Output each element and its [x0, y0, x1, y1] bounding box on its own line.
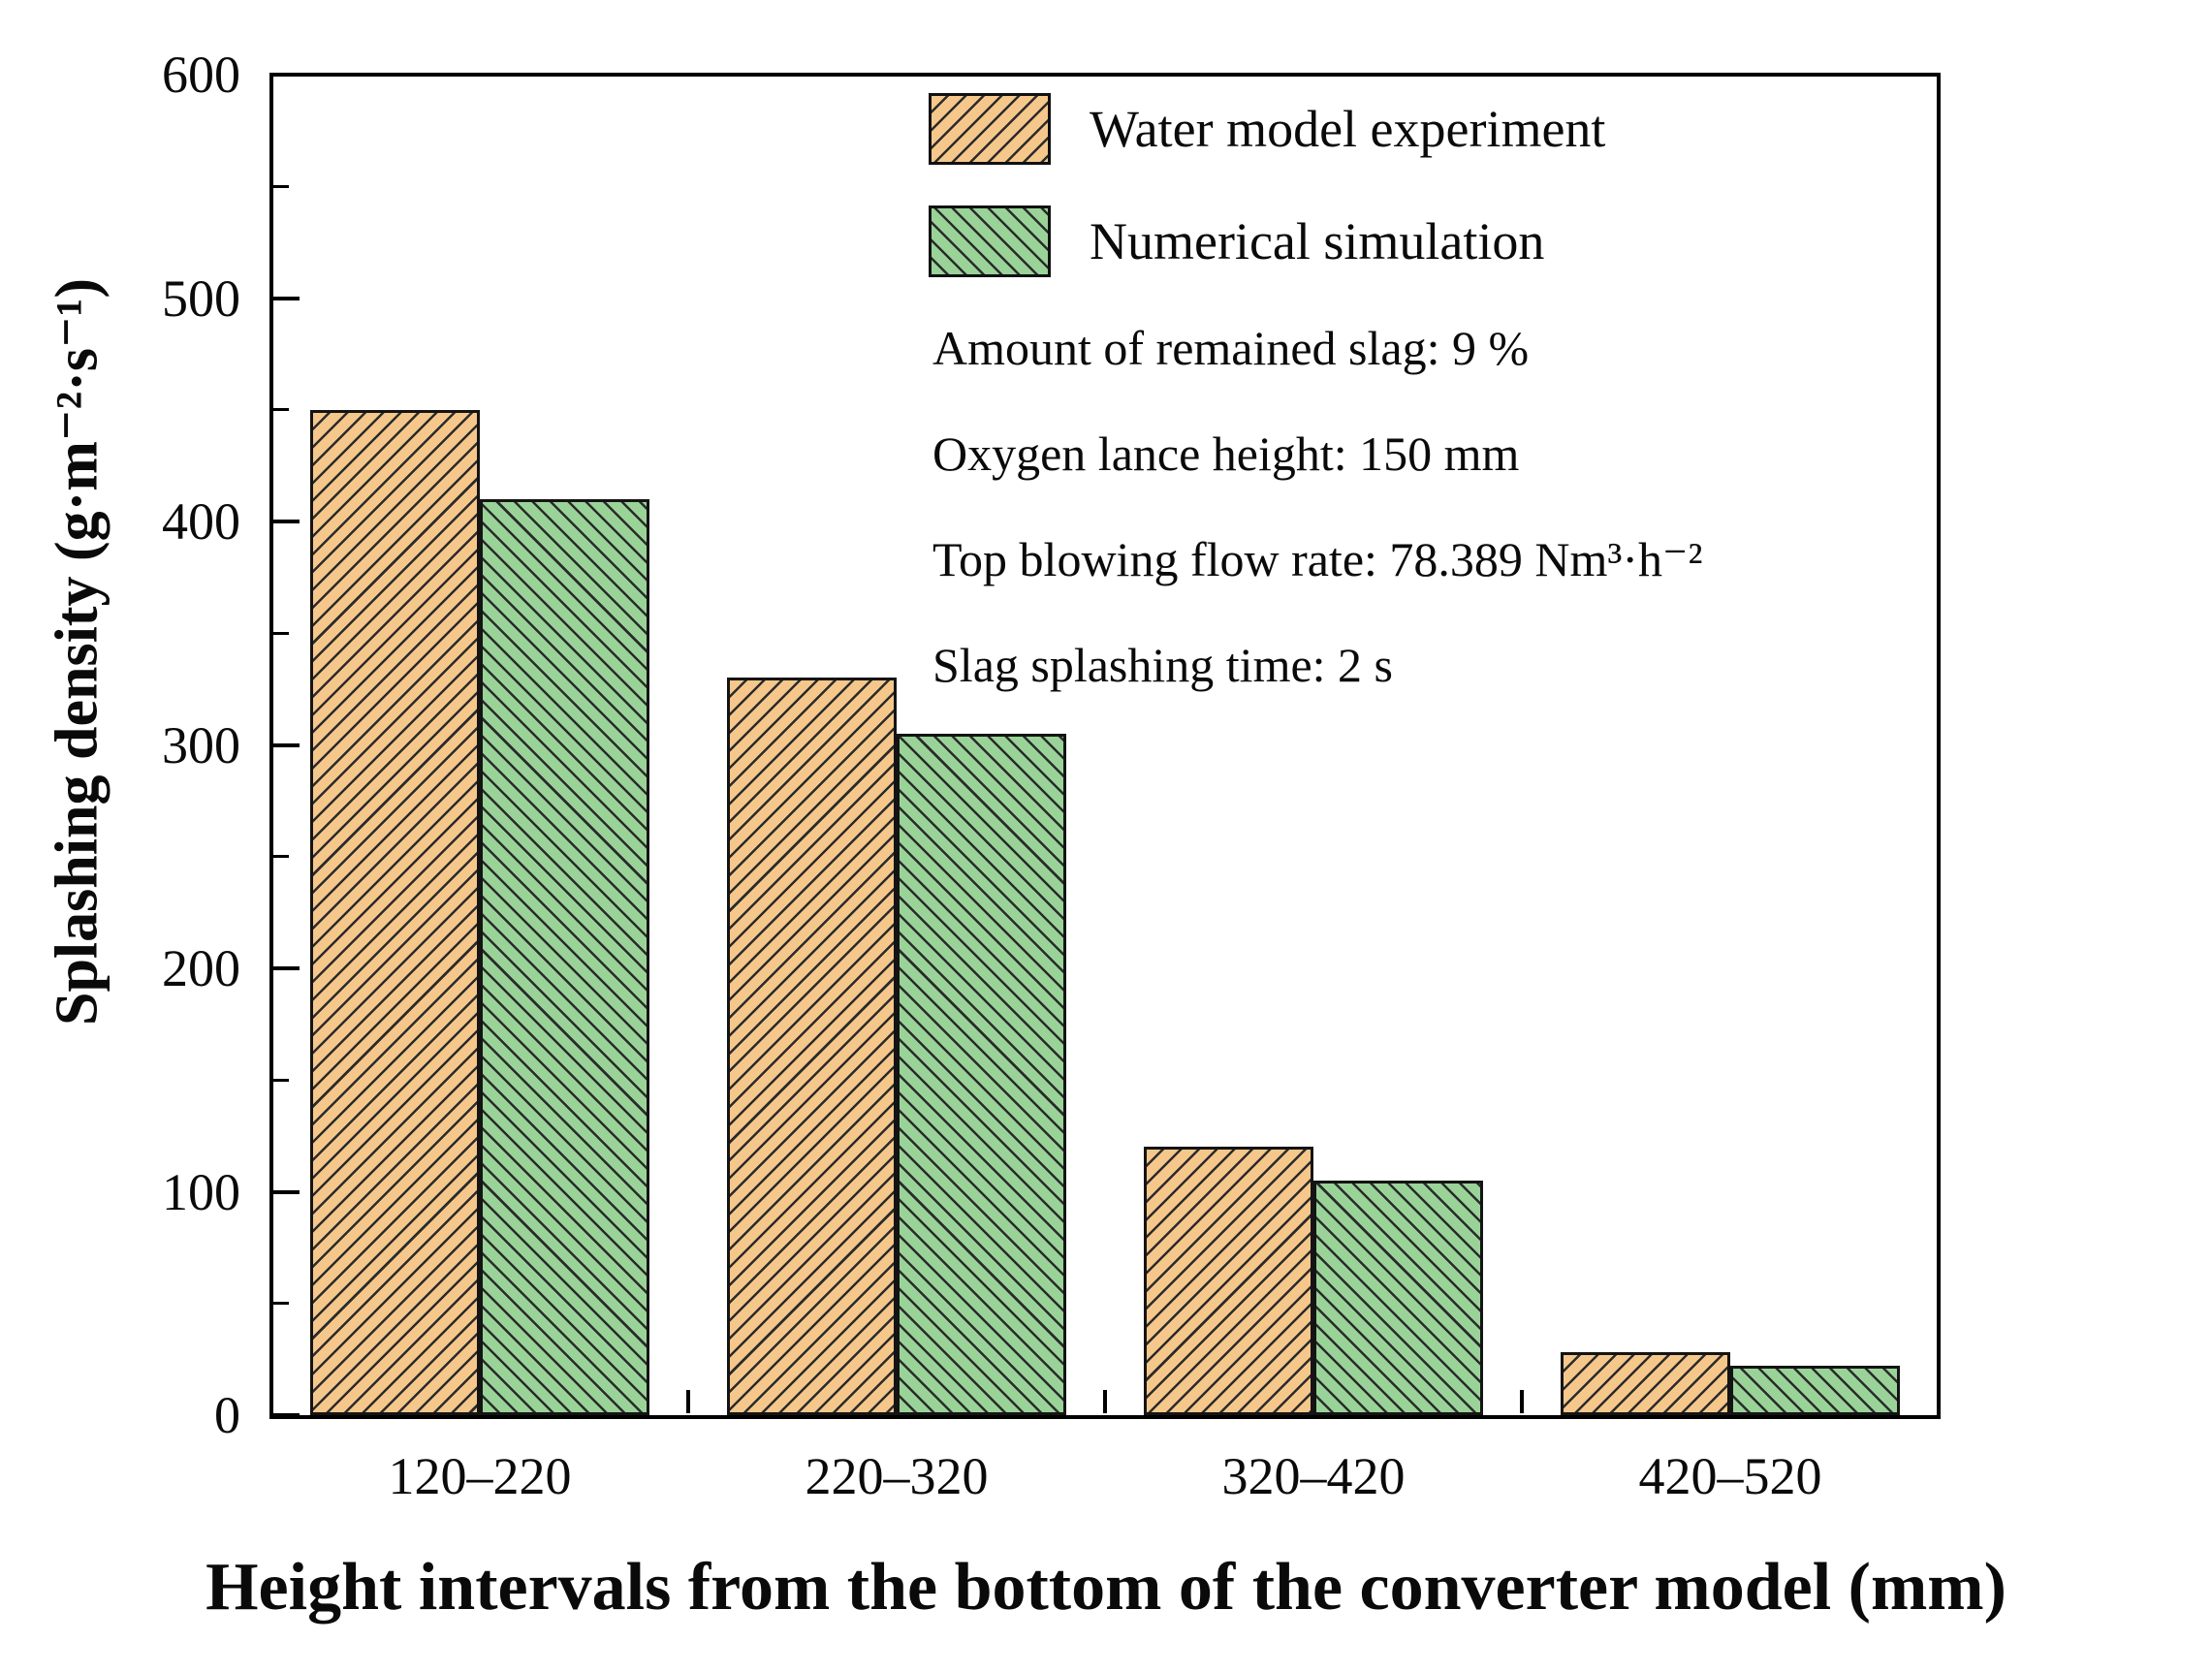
x-axis-title: Height intervals from the bottom of the …	[205, 1550, 2007, 1625]
y-tick-label-500: 500	[162, 268, 240, 328]
y-major-tick-600	[272, 73, 300, 77]
y-major-tick-300	[272, 742, 300, 747]
bar-water-model-experiment-420-520	[1561, 1352, 1730, 1415]
annotation-slag-splashing-time: Slag splashing time: 2 s	[932, 638, 1393, 692]
y-minor-tick-50	[272, 1302, 289, 1306]
y-major-tick-400	[272, 520, 300, 523]
y-tick-label-600: 600	[162, 46, 240, 104]
x-tick-label-420-520: 420–520	[1638, 1447, 1822, 1505]
x-tick-label-220-320: 220–320	[805, 1447, 989, 1505]
y-major-tick-200	[272, 966, 300, 970]
legend-swatch-water-model	[929, 93, 1051, 165]
y-major-tick-100	[272, 1189, 300, 1194]
legend-label-water-model: Water model experiment	[1090, 100, 1606, 158]
annotation-top-blowing-flow-rate: Top blowing flow rate: 78.389 Nm³·h⁻²	[932, 532, 1703, 586]
bar-water-model-experiment-120-220	[310, 410, 480, 1415]
y-axis-title: Splashing density (g·m⁻²·s⁻¹)	[44, 277, 111, 1026]
legend: Water model experiment Numerical simulat…	[929, 93, 1605, 277]
y-tick-label-400: 400	[162, 492, 240, 551]
y-major-tick-0	[272, 1413, 300, 1417]
bar-numerical-simulation-120-220	[480, 499, 649, 1415]
legend-swatch-numerical-simulation	[929, 205, 1051, 277]
annotation-oxygen-lance-height: Oxygen lance height: 150 mm	[932, 426, 1520, 481]
y-tick-label-0: 0	[214, 1386, 240, 1444]
x-tick-3	[1520, 1390, 1524, 1413]
bar-numerical-simulation-420-520	[1730, 1366, 1900, 1415]
plot-area	[269, 73, 1941, 1419]
y-tick-label-300: 300	[162, 715, 240, 774]
y-minor-tick-450	[272, 408, 289, 412]
bar-water-model-experiment-220-320	[727, 678, 897, 1415]
legend-label-numerical-simulation: Numerical simulation	[1090, 212, 1545, 270]
y-minor-tick-550	[272, 184, 289, 188]
y-major-tick-500	[272, 296, 300, 300]
bar-numerical-simulation-320-420	[1313, 1181, 1483, 1415]
legend-item-numerical-simulation: Numerical simulation	[929, 205, 1605, 277]
bar-numerical-simulation-220-320	[897, 734, 1066, 1415]
annotation-remained-slag: Amount of remained slag: 9 %	[932, 321, 1530, 375]
y-tick-label-100: 100	[162, 1162, 240, 1221]
y-minor-tick-350	[272, 631, 289, 635]
x-tick-1	[686, 1390, 690, 1413]
bar-water-model-experiment-320-420	[1144, 1147, 1313, 1415]
parameter-annotations: Amount of remained slag: 9 % Oxygen lanc…	[932, 320, 1702, 693]
x-tick-2	[1103, 1390, 1107, 1413]
y-minor-tick-250	[272, 855, 289, 859]
y-tick-label-200: 200	[162, 939, 240, 997]
x-tick-label-320-420: 320–420	[1221, 1447, 1406, 1505]
y-minor-tick-150	[272, 1078, 289, 1082]
legend-item-water-model: Water model experiment	[929, 93, 1605, 165]
x-tick-label-120-220: 120–220	[388, 1447, 572, 1505]
